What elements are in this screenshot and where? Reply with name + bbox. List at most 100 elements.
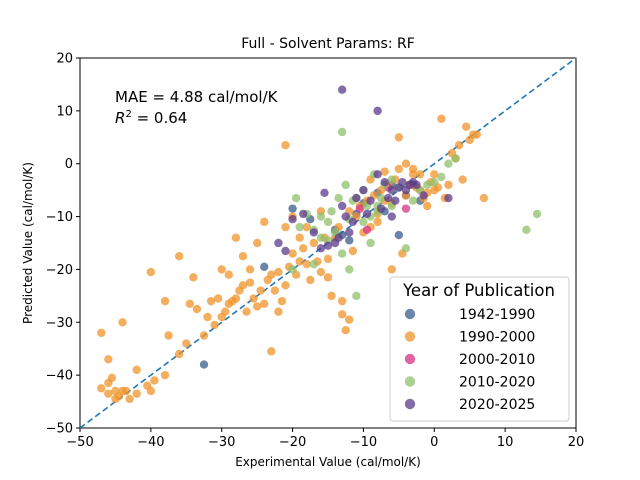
legend-label: 2000-2010 [459, 352, 535, 368]
x-axis-title: Experimental Value (cal/mol/K) [235, 455, 421, 469]
data-point-1990-2000 [274, 267, 283, 277]
legend-label: 2020-2025 [459, 397, 535, 413]
data-point-2020-2025 [384, 193, 393, 203]
data-point-1990-2000 [309, 238, 319, 248]
data-point-1990-2000 [415, 170, 425, 179]
data-point-2010-2020 [430, 178, 439, 187]
data-point-1990-2000 [454, 141, 464, 150]
data-point-1990-2000 [461, 122, 471, 131]
y-tick-label: 0 [65, 157, 73, 172]
data-point-2010-2020 [345, 265, 354, 274]
data-point-1990-2000 [408, 164, 418, 174]
data-point-2020-2025 [320, 188, 329, 197]
data-point-1942-1990 [199, 360, 209, 369]
data-point-2010-2020 [387, 175, 396, 184]
chart-title: Full - Solvent Params: RF [241, 36, 415, 52]
data-point-1990-2000 [302, 222, 311, 232]
data-point-1990-2000 [267, 270, 276, 279]
data-point-2020-2025 [387, 185, 396, 195]
data-point-1990-2000 [238, 252, 248, 261]
data-point-1942-1990 [260, 262, 269, 271]
data-point-1990-2000 [150, 376, 159, 385]
plot-frame [79, 57, 577, 429]
data-point-1990-2000 [104, 389, 113, 398]
y-tick-label: −10 [46, 210, 73, 225]
x-tick-label: 0 [430, 435, 438, 450]
data-point-1990-2000 [458, 175, 467, 184]
data-point-1990-2000 [288, 249, 297, 258]
data-point-1990-2000 [401, 159, 411, 168]
y-tick-label: −30 [46, 316, 73, 331]
data-point-2010-2020 [366, 238, 375, 248]
y-tick-label: −50 [46, 422, 73, 437]
data-point-2020-2025 [376, 204, 386, 213]
data-point-2020-2025 [274, 238, 283, 248]
data-point-1942-1990 [394, 230, 404, 240]
data-point-1990-2000 [341, 326, 350, 335]
data-point-2020-2025 [345, 228, 354, 237]
data-point-1990-2000 [206, 296, 216, 306]
data-point-1990-2000 [132, 389, 141, 398]
data-point-1990-2000 [302, 259, 311, 269]
data-point-1990-2000 [380, 167, 389, 176]
data-point-2010-2020 [295, 222, 304, 232]
data-point-2010-2020 [423, 180, 432, 190]
data-point-1990-2000 [121, 386, 131, 396]
data-point-2010-2020 [337, 249, 347, 258]
data-point-2020-2025 [352, 193, 361, 203]
data-point-1990-2000 [146, 267, 156, 277]
data-point-1942-1990 [288, 204, 297, 213]
data-point-1990-2000 [252, 302, 262, 311]
data-point-1990-2000 [238, 281, 248, 290]
y-tick-label: −40 [46, 369, 73, 384]
data-point-1990-2000 [175, 252, 184, 261]
data-point-1990-2000 [394, 164, 404, 174]
data-point-1990-2000 [316, 267, 326, 277]
legend-marker [404, 331, 416, 342]
y-tick-label: −20 [46, 263, 73, 278]
data-point-2020-2025 [373, 106, 382, 116]
data-point-1990-2000 [224, 270, 233, 279]
legend-items: 1942-1990 1990-2000 2000-2010 2010-2020 2020… [404, 307, 535, 413]
data-point-1990-2000 [125, 394, 134, 404]
data-point-1990-2000 [107, 373, 117, 382]
r2-annotation: R2 = 0.64 [115, 109, 187, 127]
y-tick-label: 20 [56, 52, 73, 67]
data-point-2010-2020 [444, 159, 453, 168]
data-point-2020-2025 [359, 185, 368, 195]
data-point-1990-2000 [185, 299, 195, 308]
data-point-1990-2000 [189, 273, 198, 282]
legend-label: 2010-2020 [459, 375, 535, 391]
data-point-1990-2000 [260, 217, 269, 227]
data-point-1990-2000 [327, 291, 336, 301]
data-point-1990-2000 [472, 130, 481, 139]
data-point-1990-2000 [245, 278, 255, 287]
data-point-1990-2000 [387, 265, 396, 274]
data-point-2010-2020 [309, 259, 319, 269]
data-point-1990-2000 [394, 133, 404, 142]
data-point-2020-2025 [337, 201, 347, 211]
data-point-1990-2000 [160, 370, 170, 380]
points-layer [97, 85, 542, 404]
data-point-1990-2000 [199, 331, 209, 340]
data-point-2010-2020 [532, 209, 542, 219]
data-point-2020-2025 [348, 217, 357, 227]
data-point-2010-2020 [334, 193, 343, 203]
data-point-2020-2025 [288, 215, 297, 224]
data-point-2010-2020 [316, 212, 326, 221]
data-point-1990-2000 [164, 331, 173, 340]
data-point-1990-2000 [323, 254, 333, 264]
data-point-1990-2000 [423, 201, 432, 211]
data-point-2000-2010 [401, 204, 411, 213]
data-point-2010-2020 [451, 154, 460, 163]
data-point-1990-2000 [281, 281, 290, 290]
data-point-1990-2000 [175, 349, 184, 359]
data-point-1990-2000 [182, 339, 191, 348]
data-point-2010-2020 [341, 180, 350, 190]
data-point-1990-2000 [260, 299, 269, 308]
data-point-2010-2020 [327, 207, 336, 216]
data-point-1990-2000 [479, 193, 489, 203]
data-point-2010-2020 [522, 225, 531, 234]
x-tick-label: 10 [497, 435, 514, 450]
